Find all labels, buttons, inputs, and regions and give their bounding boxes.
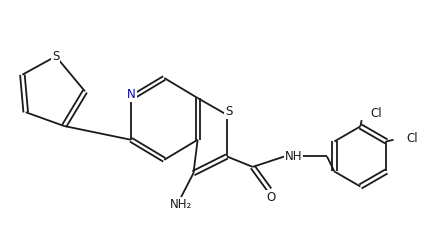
- Text: NH₂: NH₂: [170, 198, 192, 211]
- Text: S: S: [52, 50, 59, 63]
- Text: S: S: [225, 105, 232, 118]
- Text: N: N: [127, 88, 136, 101]
- Text: Cl: Cl: [405, 132, 417, 145]
- Text: Cl: Cl: [369, 107, 381, 120]
- Text: NH: NH: [284, 150, 302, 163]
- Text: O: O: [266, 191, 275, 204]
